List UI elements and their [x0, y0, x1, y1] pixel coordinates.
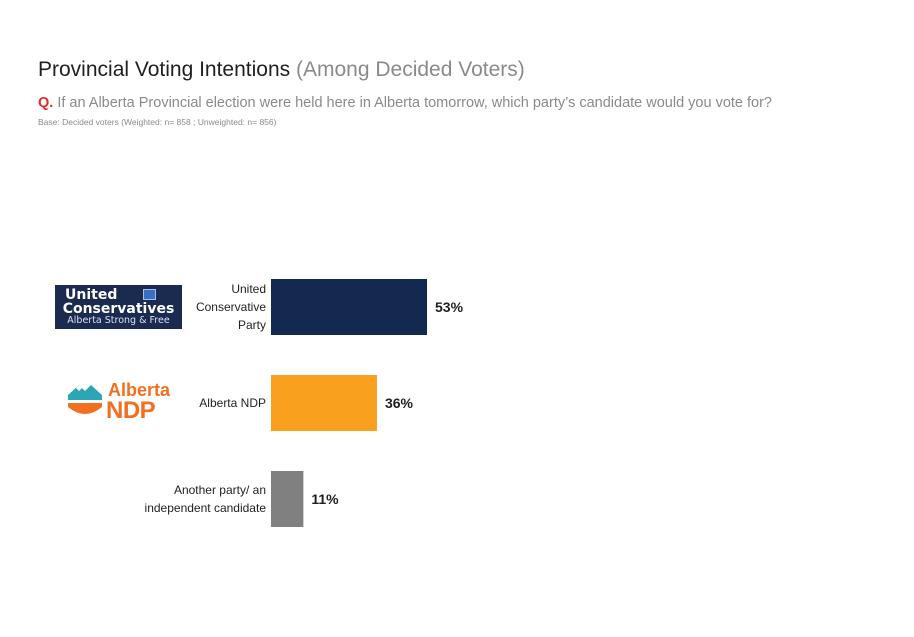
- title-subtitle: (Among Decided Voters): [296, 58, 525, 81]
- bar-1: [271, 375, 377, 431]
- ucp-logo-line3: Alberta Strong & Free: [67, 315, 170, 326]
- category-label-2-1: independent candidate: [145, 501, 267, 515]
- bar-0: [271, 279, 427, 335]
- category-label-0-1: Conservative: [196, 300, 266, 314]
- question-prefix: Q.: [38, 95, 54, 111]
- bar-2: [271, 471, 304, 527]
- ucp-logo-line2: Conservatives: [62, 301, 175, 317]
- page-title: Provincial Voting Intentions (Among Deci…: [38, 58, 525, 82]
- ndp-logo-line2: NDP: [106, 397, 156, 424]
- ndp-mountain-icon: [68, 385, 102, 414]
- value-label-1: 36%: [385, 395, 414, 411]
- ndp-logo-line1: Alberta: [108, 380, 171, 400]
- value-label-2: 11%: [311, 491, 339, 507]
- ndp-logo: Alberta NDP: [66, 379, 176, 425]
- category-label-2-0: Another party/ an: [174, 483, 266, 497]
- alberta-flag-icon: [143, 289, 156, 300]
- question-text: Q. If an Alberta Provincial election wer…: [38, 95, 772, 111]
- title-main: Provincial Voting Intentions: [38, 58, 291, 81]
- category-label-0-0: United: [231, 282, 266, 296]
- base-note: Base: Decided voters (Weighted: n= 858 ;…: [38, 117, 277, 127]
- ucp-logo: United Conservatives Alberta Strong & Fr…: [55, 285, 182, 329]
- category-label-1-0: Alberta NDP: [199, 396, 266, 410]
- category-label-0-2: Party: [238, 318, 266, 332]
- value-label-0: 53%: [435, 299, 464, 315]
- ucp-logo-line1: United: [65, 287, 118, 303]
- question-body: If an Alberta Provincial election were h…: [57, 95, 772, 111]
